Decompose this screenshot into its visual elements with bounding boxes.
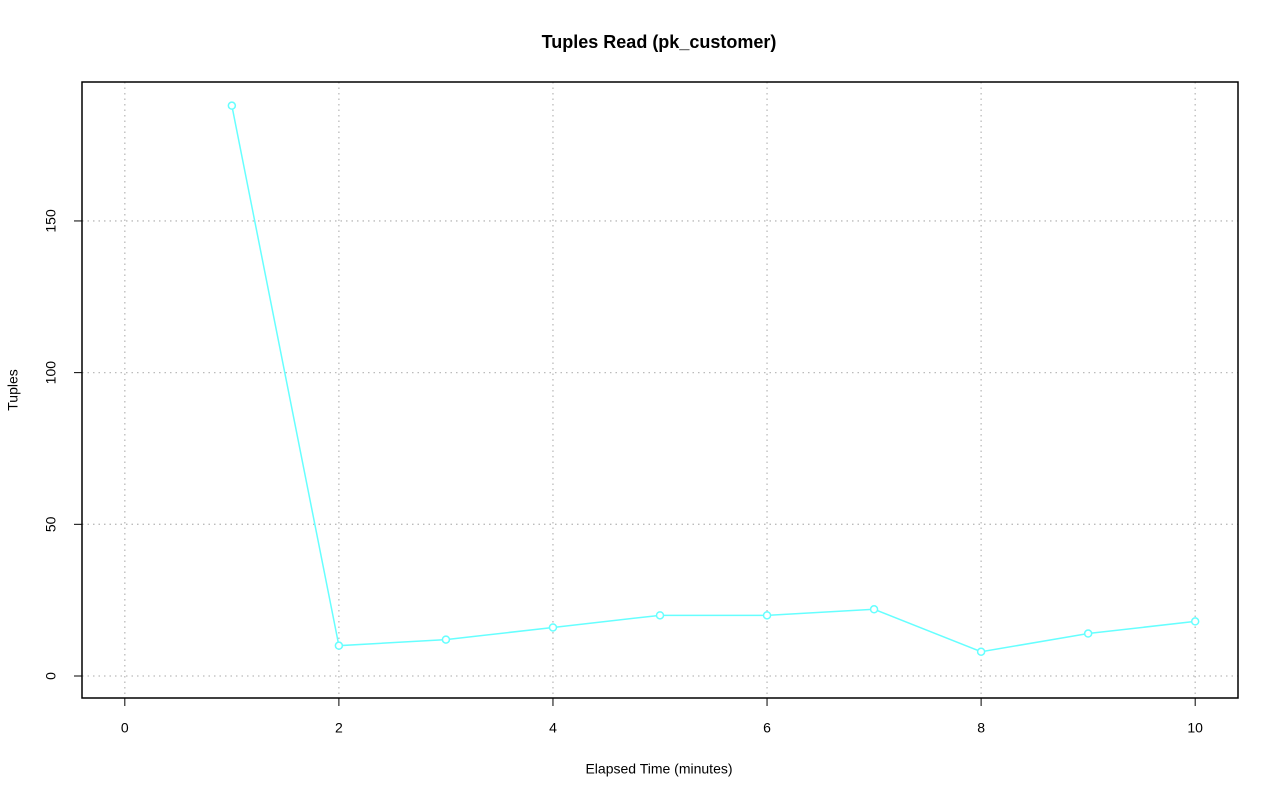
x-tick-label: 2 — [335, 720, 343, 736]
data-line — [231, 105, 1196, 653]
y-tick-label: 50 — [43, 516, 59, 532]
data-point — [334, 641, 344, 650]
data-point — [976, 647, 986, 656]
y-axis-label: Tuples — [5, 369, 21, 411]
data-point — [441, 635, 451, 644]
data-point — [548, 623, 558, 632]
chart-title: Tuples Read (pk_customer) — [542, 32, 777, 52]
data-point — [1190, 617, 1200, 626]
x-tick-label: 0 — [121, 720, 129, 736]
data-point — [869, 605, 879, 614]
x-tick-label: 6 — [763, 720, 771, 736]
y-tick-label: 150 — [43, 209, 59, 233]
x-axis-label: Elapsed Time (minutes) — [585, 761, 732, 777]
x-tick-label: 10 — [1187, 720, 1203, 736]
x-tick-label: 8 — [977, 720, 985, 736]
data-point — [762, 611, 772, 620]
data-point — [227, 101, 237, 110]
y-tick-label: 0 — [43, 672, 59, 680]
data-point — [655, 611, 665, 620]
y-tick-label: 100 — [43, 361, 59, 385]
plot-frame — [81, 81, 1239, 699]
data-point — [1083, 629, 1093, 638]
x-tick-label: 4 — [549, 720, 557, 736]
